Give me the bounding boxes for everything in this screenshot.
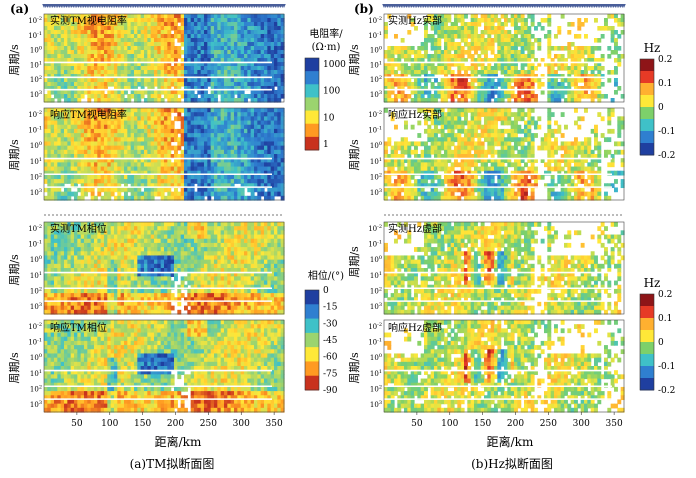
heatmap-cell — [91, 187, 95, 192]
heatmap-cell — [124, 192, 128, 197]
heatmap-cell — [171, 281, 175, 286]
heatmap-cell — [177, 146, 181, 151]
panel-b-letter: (b) — [354, 2, 374, 16]
heatmap-cell — [117, 192, 121, 197]
heatmap-cell — [174, 150, 178, 155]
heatmap-cell — [167, 150, 171, 155]
heatmap-cell — [174, 133, 178, 138]
heatmap-cell — [101, 90, 105, 95]
heatmap-cell — [181, 293, 185, 298]
heatmap-cell — [167, 301, 171, 306]
plot-response-tm-resistivity — [44, 108, 285, 201]
heatmap-cell — [184, 306, 188, 311]
heatmap-cell — [167, 276, 171, 281]
heatmap-cell — [74, 192, 78, 197]
heatmap-cell — [67, 187, 71, 192]
heatmap-cell — [171, 42, 175, 47]
heatmap-cell — [171, 125, 175, 130]
heatmap-cell — [167, 141, 171, 146]
heatmap-cell — [174, 276, 178, 281]
heatmap-cell — [171, 121, 175, 126]
heatmap-cell — [141, 94, 145, 99]
heatmap-cell — [251, 192, 255, 197]
heatmap-cell — [241, 187, 245, 192]
heatmap-cell — [191, 90, 195, 95]
heatmap-cell — [171, 293, 175, 298]
heatmap-cell — [97, 192, 101, 197]
heatmap-cell — [181, 281, 185, 286]
heatmap-cell — [167, 187, 171, 192]
heatmap-cell — [91, 192, 95, 197]
heatmap-cell — [231, 94, 235, 99]
heatmap-cell — [137, 187, 141, 192]
heatmap-cell — [177, 301, 181, 306]
heatmap-cell — [171, 306, 175, 311]
heatmap-cell — [177, 46, 181, 51]
heatmap-cell — [81, 94, 85, 99]
heatmap-cell — [174, 22, 178, 27]
heatmap-cell — [191, 187, 195, 192]
heatmap-cell — [171, 38, 175, 43]
plot-measured-tm-resistivity — [44, 14, 285, 103]
heatmap-cell — [84, 192, 88, 197]
heatmap-cell — [167, 30, 171, 35]
heatmap-cell — [111, 192, 115, 197]
heatmap-cell — [167, 112, 171, 117]
heatmap-cell — [174, 94, 178, 99]
heatmap-cell — [261, 187, 265, 192]
heatmap-cell — [124, 90, 128, 95]
heatmap-cell — [177, 112, 181, 117]
heatmap-cell — [47, 94, 51, 99]
heatmap-cell — [57, 187, 61, 192]
heatmap-cell — [214, 94, 218, 99]
panel-a-letter: (a) — [10, 2, 29, 16]
heatmap-cell — [177, 54, 181, 59]
heatmap-cell — [241, 192, 245, 197]
heatmap-cell — [161, 192, 165, 197]
heatmap-cell — [167, 116, 171, 121]
station-markers-a — [42, 4, 286, 8]
heatmap-cell — [204, 90, 208, 95]
station-markers-b — [382, 4, 626, 8]
heatmap-cell — [157, 94, 161, 99]
heatmap-cell — [241, 90, 245, 95]
heatmap-cell — [121, 94, 125, 99]
heatmap-cell — [167, 289, 171, 294]
plot-measured-tm-phase — [44, 222, 285, 315]
heatmap-cell — [174, 187, 178, 192]
heatmap-cell — [194, 94, 198, 99]
heatmap-cell — [177, 289, 181, 294]
